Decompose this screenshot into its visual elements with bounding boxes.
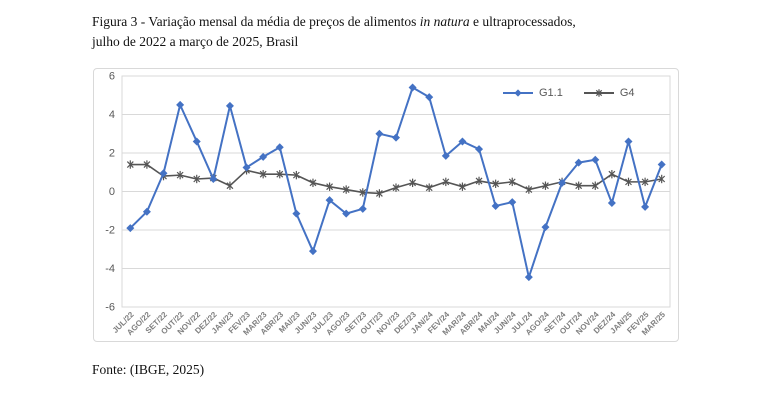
legend-item-g11: G1.1 <box>502 87 563 99</box>
figure-source: Fonte: (IBGE, 2025) <box>92 362 205 377</box>
svg-text:-4: -4 <box>105 263 115 275</box>
legend-label-g11: G1.1 <box>539 87 563 99</box>
figure-title-text: Figura 3 - Variação mensal da média de p… <box>92 14 420 29</box>
figure-title-post: e ultraprocessados, <box>469 14 576 29</box>
svg-text:4: 4 <box>109 109 115 121</box>
svg-text:6: 6 <box>109 71 115 83</box>
chart-svg: 6420-2-4-6JUL/22AGO/22SET/22OUT/22NOV/22… <box>105 71 671 337</box>
legend-item-g4: G4 <box>583 87 635 99</box>
legend-swatch-g11-line-diamond-icon <box>503 89 533 97</box>
chart-legend: G1.1 G4 <box>502 87 635 99</box>
figure-title-line2: julho de 2022 a março de 2025, Brasil <box>92 34 299 50</box>
chart-container: 6 4 2 0 -2 -4 -6 JUL/22 AGO/22 SET/22 OUT/22 NOV/22… <box>93 68 679 342</box>
svg-text:2: 2 <box>109 148 115 160</box>
legend-swatch-g4-line-asterisk-icon <box>583 89 614 97</box>
legend-label-g4: G4 <box>619 87 635 99</box>
figure-title-italic: in natura <box>419 14 470 29</box>
svg-text:0: 0 <box>109 186 115 198</box>
figure-title: Figura 3 - Variação mensal da média de p… <box>92 12 692 53</box>
svg-text:-6: -6 <box>105 302 115 314</box>
svg-text:-2: -2 <box>105 225 115 237</box>
